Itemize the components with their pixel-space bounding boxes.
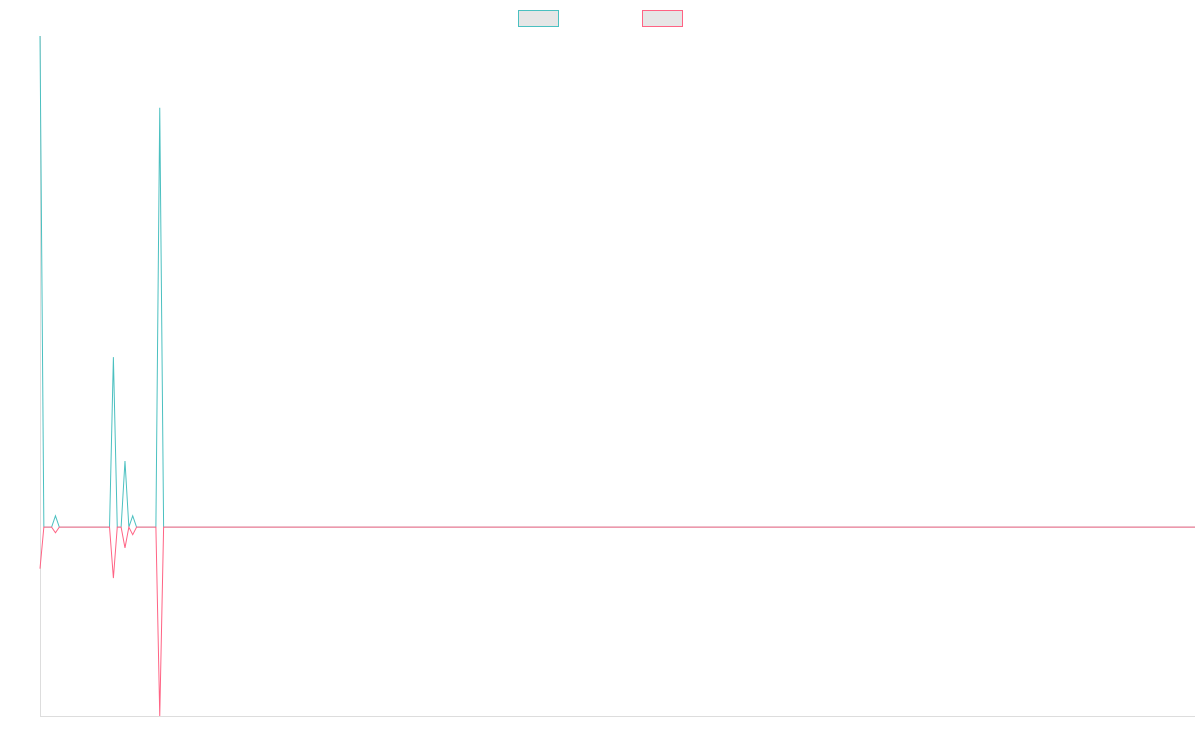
legend-swatch-1[interactable] [518,10,559,27]
series-line-2 [39,525,1195,717]
legend [518,10,683,27]
axes [40,36,1195,717]
series-line-1 [39,35,1195,528]
legend-swatch-2[interactable] [642,10,683,27]
series-layer [39,35,1195,717]
